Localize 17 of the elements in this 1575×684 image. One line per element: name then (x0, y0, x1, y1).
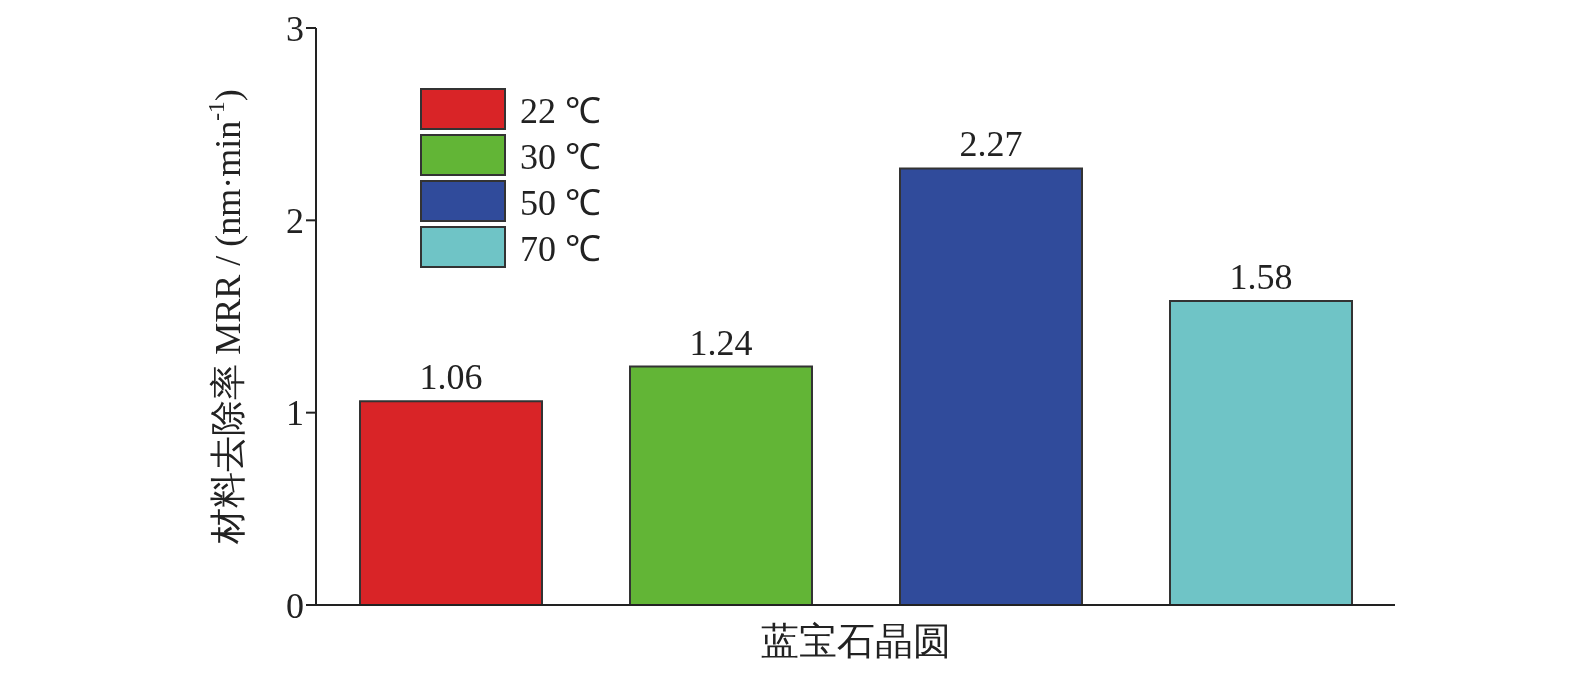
bar (629, 365, 813, 605)
y-tick-label: 2 (286, 201, 304, 242)
legend-label: 70 ℃ (520, 227, 601, 271)
legend-label: 22 ℃ (520, 89, 601, 133)
bar (1169, 300, 1353, 605)
data-label: 1.58 (1229, 257, 1293, 298)
data-label: 1.24 (689, 322, 753, 363)
x-tick-label: 蓝宝石晶圆 (760, 619, 951, 662)
y-tick-label: 1 (286, 393, 304, 434)
bar (899, 167, 1083, 605)
legend-label: 30 ℃ (520, 135, 601, 179)
data-label: 1.06 (419, 357, 483, 398)
y-tick-label: 0 (286, 585, 304, 626)
y-tick-label: 3 (286, 8, 304, 49)
data-label: 2.27 (959, 124, 1023, 165)
legend-label: 50 ℃ (520, 181, 601, 225)
bar (359, 400, 543, 605)
